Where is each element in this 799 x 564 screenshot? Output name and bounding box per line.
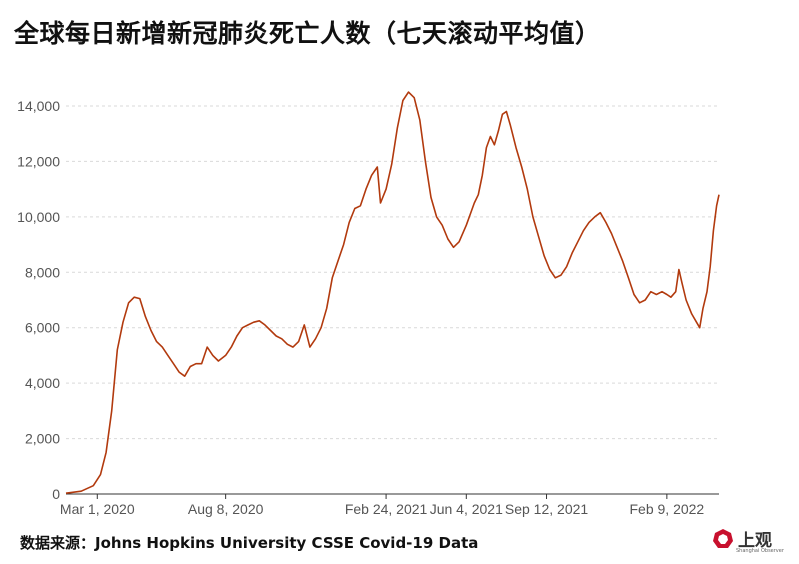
- x-tick-label: Feb 9, 2022: [629, 501, 704, 517]
- x-axis: Mar 1, 2020 Aug 8, 2020 Feb 24, 2021 Jun 4,…: [60, 493, 719, 517]
- series-line: [65, 91, 720, 494]
- x-tick-label: Aug 8, 2020: [188, 501, 264, 517]
- y-tick-label: 2,000: [25, 431, 60, 447]
- grid-lines: [66, 105, 719, 440]
- logo-icon: [713, 529, 733, 548]
- x-tick-label: Sep 12, 2021: [505, 501, 589, 517]
- y-tick-label: 6,000: [25, 320, 60, 336]
- x-tick-label: Mar 1, 2020: [60, 501, 135, 517]
- logo-text: 上观: [738, 531, 772, 551]
- x-tick-label: Feb 24, 2021: [345, 501, 428, 517]
- x-tick-label: Jun 4, 2021: [430, 501, 503, 517]
- chart-title: 全球每日新增新冠肺炎死亡人数（七天滚动平均值）: [14, 19, 601, 48]
- y-tick-label: 14,000: [17, 98, 60, 114]
- y-tick-label: 12,000: [17, 153, 60, 169]
- y-tick-label: 8,000: [25, 264, 60, 280]
- y-axis: 0 2,000 4,000 6,000 8,000 10,000 12,000 14,000: [17, 98, 60, 502]
- y-tick-label: 10,000: [17, 209, 60, 225]
- logo-subtext: Shanghai Observer: [736, 548, 784, 554]
- y-tick-label: 0: [52, 486, 60, 502]
- plot-area: [65, 91, 720, 494]
- y-tick-label: 4,000: [25, 375, 60, 391]
- chart: 02,0004,0006,0008,00010,00012,00014,000 …: [17, 91, 720, 517]
- shanghai-observer-logo: 上观 Shanghai Observer: [712, 526, 792, 560]
- data-source: 数据来源：Johns Hopkins University CSSE Covid…: [20, 534, 479, 552]
